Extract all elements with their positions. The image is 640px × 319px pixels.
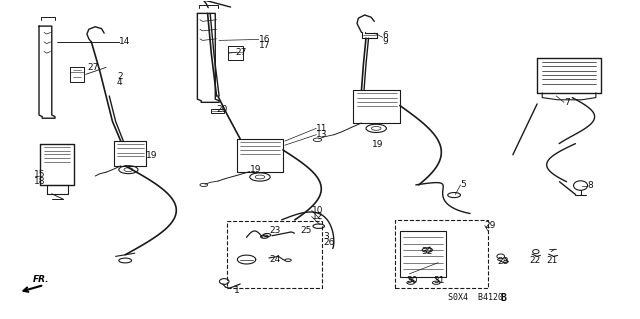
Text: 28: 28 <box>497 257 509 266</box>
Text: 9: 9 <box>383 38 388 47</box>
Text: 16: 16 <box>259 35 270 44</box>
Text: 8: 8 <box>587 181 593 190</box>
Text: 23: 23 <box>269 226 280 234</box>
Text: FR.: FR. <box>33 275 49 284</box>
Text: 19: 19 <box>147 151 158 160</box>
Text: 5: 5 <box>461 181 467 189</box>
Text: 12: 12 <box>312 212 323 221</box>
Text: 19: 19 <box>372 140 384 149</box>
Text: 1: 1 <box>234 286 239 295</box>
Text: 6: 6 <box>383 31 388 40</box>
Text: 20: 20 <box>216 105 228 114</box>
Text: 27: 27 <box>236 48 247 57</box>
Text: 21: 21 <box>547 256 558 265</box>
Bar <box>400 231 446 277</box>
Text: 25: 25 <box>301 226 312 235</box>
Text: 19: 19 <box>250 165 261 174</box>
Text: B: B <box>500 293 507 303</box>
Text: 24: 24 <box>269 255 280 264</box>
Text: 15: 15 <box>34 170 45 179</box>
Text: 11: 11 <box>316 124 328 133</box>
Text: S0X4  B4120: S0X4 B4120 <box>448 293 503 302</box>
Text: 13: 13 <box>316 130 328 139</box>
Text: 27: 27 <box>87 63 99 72</box>
Text: 32: 32 <box>421 247 432 256</box>
Text: 14: 14 <box>119 38 130 47</box>
Text: 18: 18 <box>34 177 45 186</box>
Bar <box>211 109 224 114</box>
Bar <box>396 220 488 288</box>
Text: 17: 17 <box>259 41 270 50</box>
Text: 26: 26 <box>323 238 335 247</box>
Text: 3: 3 <box>323 232 329 241</box>
Text: 2: 2 <box>117 72 122 81</box>
Bar <box>227 221 322 288</box>
Text: 29: 29 <box>484 221 496 230</box>
Text: 31: 31 <box>434 276 445 285</box>
Text: 22: 22 <box>529 256 541 265</box>
Text: 10: 10 <box>312 206 323 215</box>
Text: 7: 7 <box>564 98 570 107</box>
Text: 30: 30 <box>406 276 418 285</box>
Text: 4: 4 <box>117 78 122 87</box>
